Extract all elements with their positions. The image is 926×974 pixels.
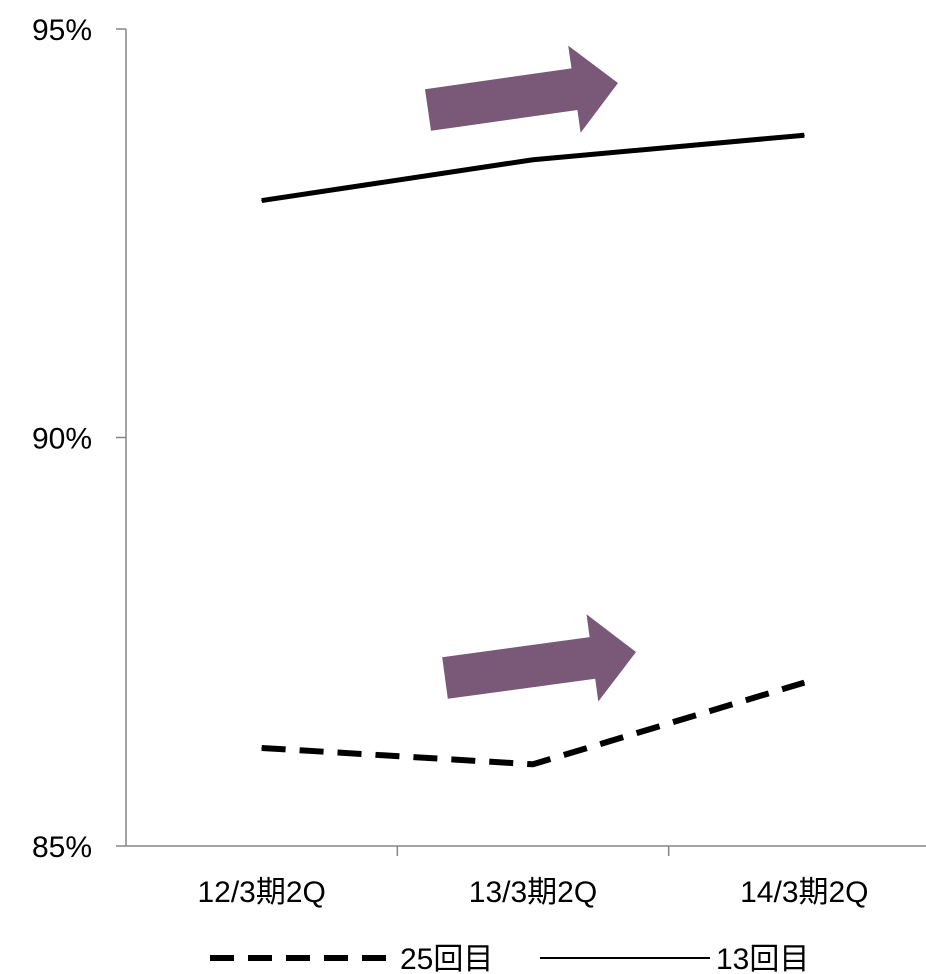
data-point: [532, 159, 534, 161]
x-axis-ticks: 12/3期2Q 13/3期2Q 14/3期2Q: [197, 846, 869, 909]
data-point: [261, 747, 263, 749]
data-point: [803, 682, 805, 684]
y-tick-label: 85%: [32, 831, 92, 864]
legend-label-series-2: 13回目: [716, 943, 809, 974]
x-tick-label: 14/3期2Q: [740, 876, 868, 909]
legend-label-series-1: 25回目: [400, 943, 493, 974]
trend-arrow-lower: [442, 614, 636, 702]
series-lines: [261, 132, 806, 768]
data-point: [803, 134, 805, 136]
axes: [125, 29, 926, 847]
legend: 25回目 13回目: [210, 943, 809, 974]
trend-arrow-upper: [425, 45, 618, 133]
x-tick-label: 13/3期2Q: [469, 876, 597, 909]
y-tick-label: 90%: [32, 423, 92, 456]
x-tick-label: 12/3期2Q: [197, 876, 325, 909]
data-point: [532, 763, 534, 765]
data-point: [261, 200, 263, 202]
series-line-1: [261, 679, 806, 768]
y-axis-ticks: 95% 90% 85%: [32, 14, 126, 864]
series-line-2: [261, 132, 805, 204]
y-tick-label: 95%: [32, 14, 92, 47]
trend-arrows: [425, 45, 636, 702]
